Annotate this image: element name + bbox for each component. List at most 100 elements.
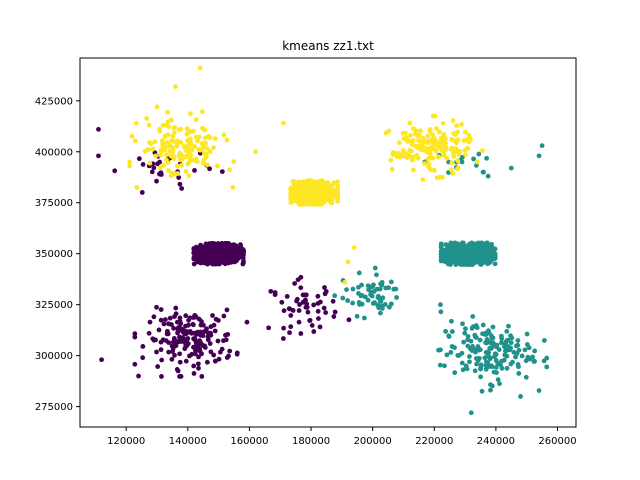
x-tick-label: 260000 <box>538 436 576 447</box>
data-point <box>444 352 450 358</box>
data-point <box>191 157 197 163</box>
data-point <box>169 117 174 123</box>
data-point <box>488 387 493 393</box>
data-point <box>449 160 455 166</box>
data-point <box>132 138 138 144</box>
data-point <box>457 250 462 256</box>
data-point <box>430 155 436 161</box>
data-point <box>522 347 528 353</box>
data-point <box>127 159 132 165</box>
data-point <box>332 293 338 299</box>
data-point <box>227 256 233 262</box>
data-point <box>191 261 197 267</box>
data-point <box>287 306 293 312</box>
data-point <box>195 329 200 335</box>
data-point <box>414 152 420 158</box>
data-point <box>335 193 340 199</box>
data-point <box>498 333 504 339</box>
data-point <box>388 157 394 163</box>
data-point <box>207 341 213 346</box>
data-point <box>499 365 505 371</box>
data-point <box>379 303 385 309</box>
data-point <box>504 347 510 353</box>
data-point <box>359 292 365 298</box>
data-point <box>404 135 410 140</box>
data-point <box>372 265 378 271</box>
data-point <box>132 334 138 340</box>
data-point <box>216 258 222 264</box>
data-point <box>442 251 448 257</box>
data-point <box>175 163 180 169</box>
data-point <box>462 250 468 256</box>
data-point <box>145 147 151 152</box>
data-point <box>417 138 423 144</box>
data-point <box>174 367 180 372</box>
data-point <box>492 351 498 357</box>
data-point <box>474 159 480 165</box>
data-point <box>502 352 508 358</box>
data-point <box>450 170 456 176</box>
data-point <box>459 159 465 165</box>
data-point <box>491 369 497 375</box>
data-point <box>474 325 480 331</box>
data-point <box>372 300 377 306</box>
data-point <box>158 307 164 312</box>
data-point <box>345 259 351 265</box>
data-point <box>470 344 475 349</box>
data-point <box>192 338 198 343</box>
data-point <box>449 136 454 142</box>
data-point <box>487 253 493 259</box>
data-point <box>441 131 447 137</box>
data-point <box>195 361 201 367</box>
data-point <box>484 155 489 161</box>
data-point <box>536 388 542 393</box>
data-point <box>379 282 385 288</box>
data-point <box>483 366 489 372</box>
data-point <box>207 244 212 250</box>
data-point <box>451 131 457 136</box>
data-point <box>291 185 296 191</box>
data-point <box>402 151 408 156</box>
data-point <box>315 301 321 306</box>
data-point <box>147 319 153 325</box>
data-point <box>393 286 399 292</box>
x-tick-label: 240000 <box>477 436 515 447</box>
data-point <box>295 180 301 186</box>
data-point <box>163 338 169 343</box>
data-point <box>134 185 140 190</box>
data-point <box>418 128 423 134</box>
data-point <box>212 358 218 364</box>
data-point <box>199 374 205 379</box>
data-point <box>489 241 495 247</box>
data-point <box>300 179 306 185</box>
data-point <box>316 316 321 321</box>
data-point <box>154 104 160 110</box>
data-point <box>144 116 150 121</box>
data-point <box>226 243 232 249</box>
data-point <box>140 355 146 361</box>
data-point <box>158 317 164 323</box>
data-point <box>207 250 213 256</box>
data-point <box>162 317 168 323</box>
data-point <box>221 313 227 319</box>
data-point <box>490 324 496 330</box>
data-point <box>296 319 302 325</box>
data-point <box>132 361 138 367</box>
data-point <box>426 162 432 167</box>
data-point <box>196 365 201 371</box>
data-point <box>164 152 169 158</box>
data-point <box>207 149 213 154</box>
data-point <box>305 309 311 315</box>
data-point <box>329 182 335 188</box>
data-point <box>480 244 486 249</box>
data-point <box>497 381 502 387</box>
data-point <box>454 254 459 260</box>
data-point <box>532 348 538 354</box>
data-point <box>214 253 220 259</box>
data-point <box>530 354 535 360</box>
data-point <box>158 152 163 158</box>
data-point <box>330 298 336 304</box>
data-point <box>157 128 163 134</box>
data-point <box>192 168 197 173</box>
data-point <box>191 363 197 369</box>
